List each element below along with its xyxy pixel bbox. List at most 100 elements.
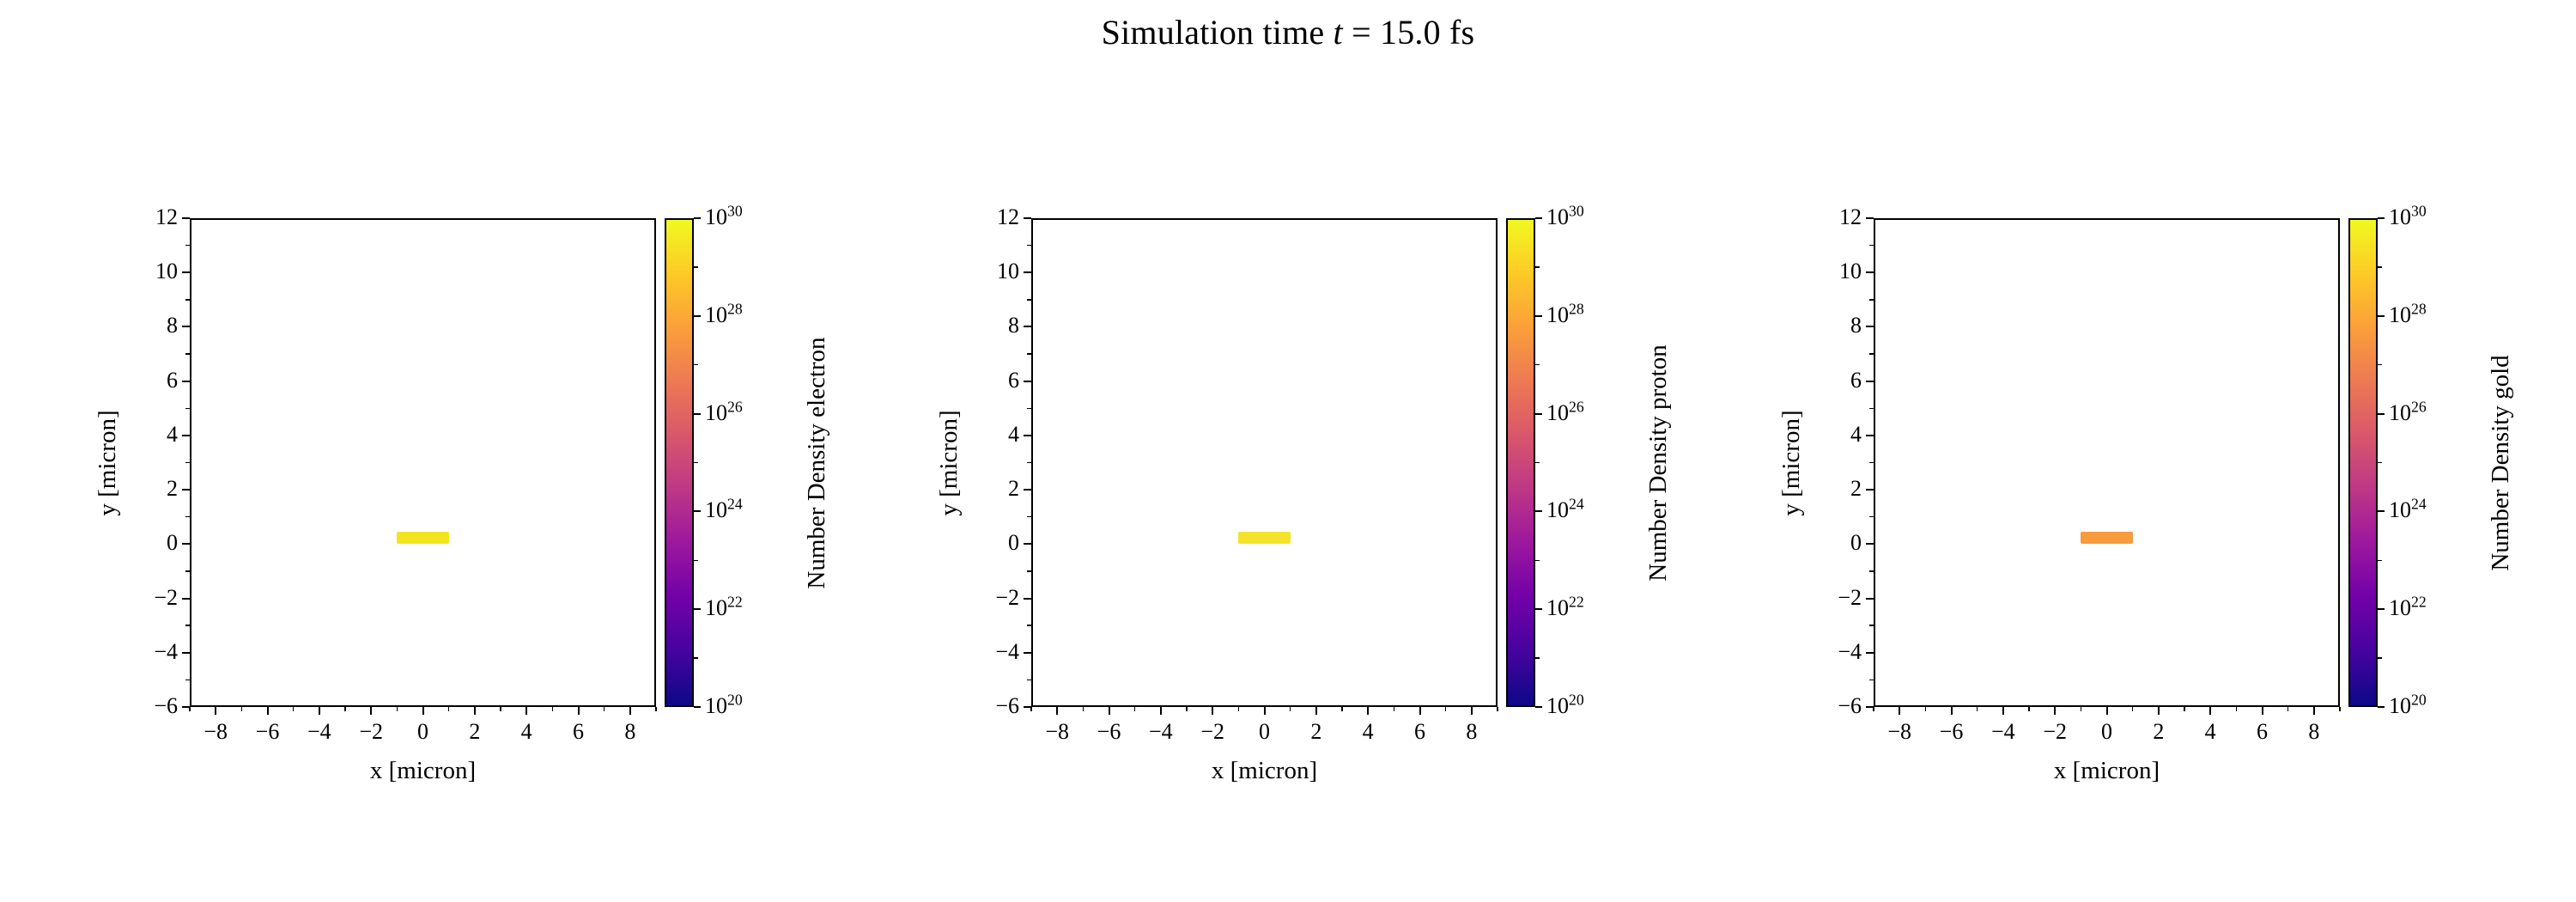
- y-tick: [182, 380, 190, 382]
- x-tick: [2209, 707, 2212, 715]
- x-minor-tick: [1237, 707, 1240, 711]
- plot-area: [1031, 218, 1498, 707]
- colorbar-tick-label: 1024: [1546, 495, 1584, 523]
- y-tick: [182, 706, 190, 708]
- y-minor-tick: [1027, 625, 1031, 626]
- y-tick-label: 6: [1850, 367, 1862, 393]
- x-tick-label: −2: [359, 719, 383, 744]
- colorbar-minor-tick: [694, 363, 698, 366]
- y-tick: [1024, 489, 1031, 491]
- x-tick-label: 0: [2101, 719, 2112, 744]
- y-tick-label: −6: [1838, 693, 1862, 718]
- panel-proton: −8 −6 −4 −2 0 2 4 6 8 −6 −4 −2 0 2 4 6 8 10 12 x [micron] y …: [923, 0, 1730, 902]
- colorbar-minor-tick: [1535, 657, 1540, 659]
- figure-title: Simulation time t = 15.0 fs: [0, 12, 2576, 52]
- x-tick: [1263, 707, 1266, 715]
- x-tick-label: 2: [2153, 719, 2165, 744]
- y-minor-tick: [185, 625, 190, 626]
- x-tick: [370, 707, 373, 715]
- y-tick-label: −4: [995, 638, 1019, 664]
- y-minor-tick: [185, 299, 190, 301]
- title-rest: = 15.0 fs: [1342, 13, 1475, 52]
- y-tick: [182, 217, 190, 219]
- y-minor-tick: [1027, 461, 1031, 464]
- y-minor-tick: [185, 407, 190, 410]
- colorbar-minor-tick: [694, 559, 698, 562]
- x-tick-label: −2: [2043, 719, 2067, 744]
- x-tick-label: −6: [1939, 719, 1964, 744]
- x-tick: [2261, 707, 2263, 715]
- x-tick: [1108, 707, 1110, 715]
- x-tick: [215, 707, 217, 715]
- y-tick-label: −2: [1838, 584, 1862, 610]
- colorbar-minor-tick: [1535, 363, 1540, 366]
- colorbar-minor-tick: [2378, 657, 2382, 659]
- y-tick-label: 12: [155, 204, 178, 229]
- colorbar-tick-label: 1022: [2389, 593, 2427, 621]
- colorbar-minor-tick: [1535, 461, 1540, 464]
- colorbar-minor-tick: [1535, 559, 1540, 562]
- y-minor-tick: [1869, 407, 1874, 410]
- x-minor-tick: [1393, 707, 1395, 711]
- density-feature-gold: [2081, 532, 2133, 545]
- y-axis-label: y [micron]: [1777, 409, 1805, 516]
- plot-area: [190, 218, 656, 707]
- y-tick: [1866, 217, 1874, 219]
- x-tick-label: 4: [520, 719, 532, 744]
- y-minor-tick: [1869, 244, 1874, 247]
- y-minor-tick: [1027, 299, 1031, 301]
- colorbar-tick: [1535, 217, 1542, 219]
- x-tick-label: −8: [1045, 719, 1069, 744]
- colorbar-tick-label: 1020: [705, 691, 743, 718]
- y-minor-tick: [1869, 299, 1874, 301]
- colorbar: [1506, 218, 1535, 707]
- y-tick: [1024, 597, 1031, 600]
- y-minor-tick: [1869, 679, 1874, 681]
- x-minor-tick: [1030, 707, 1032, 711]
- x-minor-tick: [1497, 707, 1498, 711]
- y-tick-label: −2: [995, 584, 1019, 610]
- colorbar-tick: [2378, 608, 2385, 611]
- x-minor-tick: [1976, 707, 1978, 711]
- y-tick: [1866, 489, 1874, 491]
- colorbar-tick-label: 1028: [705, 300, 743, 327]
- colorbar-tick: [2378, 706, 2385, 708]
- y-tick-label: −6: [154, 693, 178, 718]
- y-tick-label: 10: [155, 259, 178, 284]
- y-tick: [182, 271, 190, 274]
- y-tick-label: −6: [995, 693, 1019, 718]
- colorbar-minor-tick: [2378, 266, 2382, 268]
- x-minor-tick: [655, 707, 657, 711]
- y-minor-tick: [1869, 461, 1874, 464]
- y-tick: [182, 434, 190, 436]
- y-tick: [182, 326, 190, 328]
- y-tick-label: 2: [1008, 476, 1019, 502]
- colorbar-label: Number Density gold: [2487, 354, 2514, 571]
- colorbar-tick: [1535, 412, 1542, 415]
- x-tick-label: −4: [1990, 719, 2015, 744]
- x-tick: [1470, 707, 1473, 715]
- x-tick: [2002, 707, 2004, 715]
- x-minor-tick: [1341, 707, 1343, 711]
- y-minor-tick: [1869, 570, 1874, 572]
- colorbar-minor-tick: [1535, 266, 1540, 268]
- x-minor-tick: [2339, 707, 2341, 711]
- colorbar-tick: [694, 608, 701, 611]
- colorbar-tick-label: 1026: [2389, 397, 2427, 425]
- y-minor-tick: [185, 353, 190, 355]
- y-tick-label: 8: [167, 313, 178, 338]
- colorbar-tick: [2378, 412, 2385, 415]
- y-axis-label: y [micron]: [935, 409, 963, 516]
- x-tick-label: −4: [307, 719, 331, 744]
- y-tick: [1866, 543, 1874, 545]
- y-tick: [182, 489, 190, 491]
- y-tick: [182, 597, 190, 600]
- x-tick-label: −4: [1148, 719, 1173, 744]
- x-tick-label: −2: [1200, 719, 1224, 744]
- x-tick: [266, 707, 269, 715]
- x-tick-label: 2: [469, 719, 481, 744]
- colorbar-label: Number Density electron: [803, 336, 830, 589]
- x-axis-label: x [micron]: [369, 757, 477, 784]
- y-tick-label: 6: [167, 367, 178, 393]
